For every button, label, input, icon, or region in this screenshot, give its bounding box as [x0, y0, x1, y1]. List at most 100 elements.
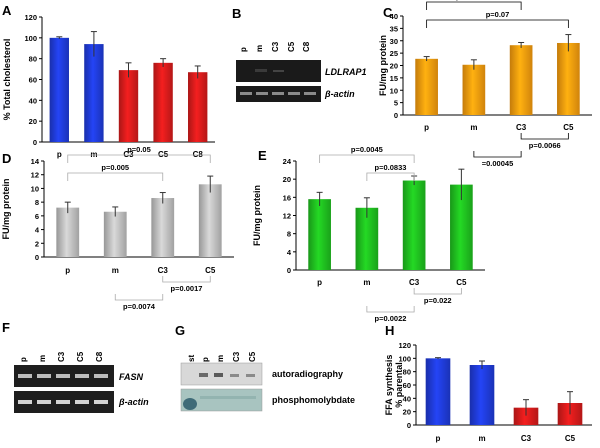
bar	[84, 44, 104, 143]
gel-f-band	[18, 400, 32, 404]
category-label: m	[478, 434, 485, 443]
y-tick-label: 8	[35, 198, 39, 207]
significance-bracket	[366, 306, 415, 313]
chart-h: 0 20 40 60 80 100 120 FFA synthesis% parental p m…	[384, 341, 592, 443]
bar	[118, 70, 139, 142]
gel-f-lane-label: C8	[95, 351, 104, 362]
panel-letter-a: A	[2, 3, 12, 18]
y-tick-label: 80	[29, 55, 37, 64]
category-label: C5	[563, 123, 574, 132]
gel-f-lane-label: C3	[57, 351, 66, 362]
y-axis-label: FU/mg protein	[378, 35, 388, 96]
significance-bracket	[319, 154, 415, 163]
category-label: p	[65, 266, 70, 275]
bar	[153, 62, 173, 143]
significance-bracket	[413, 288, 462, 295]
y-tick-label: 5	[394, 99, 398, 108]
gel-b-row-label: LDLRAP1	[325, 67, 367, 77]
y-tick-label: 60	[403, 381, 411, 390]
gel-f-band	[75, 374, 89, 378]
tlc-g-spot	[230, 374, 239, 377]
gel-b: p m C3 C5 C8 LDLRAP1 β-actin	[236, 41, 367, 102]
gel-b-lane-label: p	[239, 47, 248, 52]
bar	[198, 184, 222, 257]
bar	[103, 211, 127, 257]
y-tick-label: 40	[403, 394, 411, 403]
significance-label: p=0.0074	[123, 302, 156, 311]
gel-f-band	[37, 374, 51, 378]
gel-f-band	[37, 400, 51, 404]
y-tick-label: 8	[287, 230, 291, 239]
y-tick-label: 14	[31, 157, 40, 166]
tlc-g-spot	[246, 374, 255, 377]
y-tick-label: 10	[31, 184, 39, 193]
y-tick-label: 120	[24, 13, 37, 22]
gel-f-band	[56, 400, 70, 404]
category-label: p	[57, 150, 62, 159]
bar	[462, 64, 486, 115]
significance-label: p=0.0066	[529, 141, 561, 150]
y-axis-label: FU/mg protein	[1, 179, 11, 240]
gel-b-lane-label: m	[255, 45, 264, 52]
significance-label: p=0.0022	[375, 314, 407, 323]
category-label: m	[112, 266, 119, 275]
significance-label: =0.00045	[482, 159, 514, 168]
y-tick-label: 0	[287, 266, 291, 275]
bar	[450, 184, 473, 270]
gel-b-lane-label: C8	[302, 41, 311, 52]
y-tick-label: 4	[35, 226, 40, 235]
y-tick-label: 0	[407, 421, 411, 430]
gel-f-lane-label: m	[38, 355, 47, 362]
tlc-g-lane-label: st	[187, 355, 196, 362]
y-axis-label: FU/mg protein	[252, 185, 262, 246]
gel-f-lane-label: C5	[76, 351, 85, 362]
y-tick-label: 20	[390, 62, 398, 71]
category-label: C3	[409, 278, 420, 287]
category-label: C3	[123, 150, 134, 159]
gel-b-band	[288, 92, 300, 95]
gel-b-band	[272, 92, 284, 95]
category-label: C3	[158, 266, 169, 275]
bar	[509, 45, 533, 115]
category-label: C8	[193, 150, 204, 159]
panel-letter-h: H	[385, 323, 394, 338]
y-axis-label: % parental	[394, 362, 404, 408]
gel-b-band	[304, 92, 316, 95]
significance-label: p=0.05	[127, 145, 151, 154]
gel-b-lane-label: C5	[287, 41, 296, 52]
y-tick-label: 25	[390, 49, 398, 58]
bar	[355, 207, 379, 270]
tlc-g-spot	[199, 373, 208, 377]
bar	[415, 58, 438, 115]
significance-label: p=0.07	[486, 10, 510, 19]
category-label: m	[90, 150, 97, 159]
y-tick-label: 12	[31, 171, 39, 180]
gel-b-band	[240, 92, 252, 95]
y-tick-label: 30	[390, 37, 398, 46]
gel-f-band	[18, 374, 32, 378]
tlc-g-row-label: phosphomolybdate	[272, 395, 355, 405]
gel-f-band	[75, 400, 89, 404]
gel-f-row-label: β-actin	[118, 397, 149, 407]
y-tick-label: 100	[24, 34, 37, 43]
y-tick-label: 24	[283, 157, 292, 166]
bar	[188, 72, 208, 142]
bar	[557, 42, 580, 115]
tlc-g-lane-label: p	[201, 357, 210, 362]
category-label: C3	[516, 123, 527, 132]
gel-f-band	[56, 374, 70, 378]
panel-letter-g: G	[175, 323, 185, 338]
y-axis-label: FFA synthesis	[384, 355, 394, 416]
category-label: C5	[456, 278, 467, 287]
category-label: m	[363, 278, 370, 287]
gel-b-band	[273, 70, 284, 72]
significance-bracket	[67, 172, 164, 181]
tlc-g-lane-label: C5	[248, 351, 257, 362]
bar	[56, 207, 80, 257]
significance-label: p=0.0833	[375, 163, 407, 172]
bar	[49, 37, 69, 143]
significance-bracket	[162, 276, 211, 283]
y-tick-label: 60	[29, 76, 37, 85]
